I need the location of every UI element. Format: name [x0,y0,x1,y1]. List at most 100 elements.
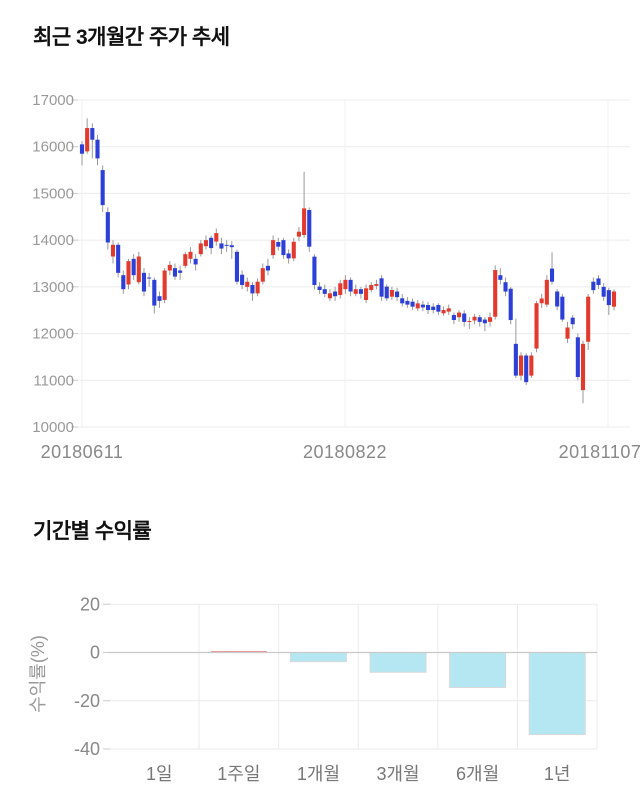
candle-body [178,270,183,273]
candle-body [224,244,229,246]
y-tick-label: 12000 [32,326,74,343]
candle-body [539,298,544,304]
y-tick-label: 17000 [32,92,74,109]
candle-body [498,275,503,280]
candle-body [560,296,565,320]
candle-body [384,286,389,299]
x-category-label: 1개월 [297,764,340,784]
candle-body [110,244,116,257]
candle-body [255,281,260,294]
candle-body [172,268,178,277]
candle-body [544,279,549,305]
candle-body [147,277,152,279]
candle-body [214,233,219,242]
candle-body [606,290,611,306]
candle-body [467,320,472,322]
x-category-label: 1일 [146,764,173,784]
candle-body [596,278,601,285]
y-tick-label: 15000 [32,185,74,202]
x-category-label: 1년 [544,764,571,784]
y-tick-label: 20 [80,594,100,614]
candle-body [245,281,250,287]
candle-body [131,258,136,276]
candle-body [100,170,105,206]
candle-body [141,272,147,292]
candle-body [183,254,188,266]
x-date-label: 20181107 [559,442,640,462]
candle-body [591,281,596,291]
candle-body [276,242,281,247]
candle-body [493,270,498,317]
candle-body [152,279,157,306]
return-bar [369,652,427,673]
candle-body [379,278,384,297]
candle-body [503,282,508,292]
candle-body [333,291,338,297]
y-tick-label: 11000 [33,372,74,389]
candle-body [307,210,312,247]
candle-body [162,270,167,300]
candle-body [400,298,405,304]
candle-body [570,317,575,325]
y-tick-label: 10000 [32,419,74,436]
price-chart-title: 최근 3개월간 주가 추세 [33,26,230,49]
candle-body [188,251,193,259]
candle-body [518,355,524,376]
candle-body [317,286,322,290]
candle-body [601,286,606,297]
candle-body [157,296,162,301]
candle-body [415,303,420,309]
candle-body [90,128,95,140]
candle-body [446,308,451,312]
candle-body [136,256,141,283]
candle-body [508,288,513,321]
candle-body [477,317,482,322]
candle-body [555,291,560,307]
candle-body [286,253,291,259]
candle-body [260,268,265,282]
x-category-label: 6개월 [456,764,499,784]
candle-body [482,319,487,324]
y-axis-label: 수익률(%) [28,635,48,713]
candle-body [343,279,348,290]
candle-body [291,241,296,259]
x-date-label: 20180822 [303,442,387,462]
candle-body [405,300,410,305]
candle-body [549,268,555,282]
return-bar [289,652,347,663]
candle-body [524,355,529,383]
candle-body [462,313,467,322]
y-tick-label: -20 [74,691,100,711]
x-category-label: 1주일 [217,764,260,784]
candle-body [353,289,358,294]
returns-bar-chart: 20 0 -20 -40 1일 1주일 1개월 3개월 6개월 1년 수익률(%) [28,594,598,784]
candle-body [167,264,172,271]
price-candlestick-chart: 17000 16000 15000 14000 13000 12000 11000 10000… [32,92,640,462]
candle-body [85,128,90,152]
y-tick-label: 14000 [32,232,74,249]
candle-body [229,245,234,248]
candle-body [513,343,518,376]
candle-body [565,327,570,339]
candle-body [534,303,539,349]
candle-body [395,291,400,298]
candle-body [451,315,456,321]
y-tick-label: -40 [74,739,100,759]
candle-body [575,337,580,378]
x-category-label: 3개월 [376,764,419,784]
candle-body [250,284,255,294]
candle-body [219,243,224,249]
candle-body [348,279,353,292]
candle-body [95,139,100,159]
candle-body [198,243,203,255]
candle-body [240,274,245,285]
candle-body [271,240,276,256]
candle-body [586,296,591,342]
y-tick-label: 13000 [32,279,74,296]
candle-body [472,316,477,321]
candle-body [281,240,286,256]
candle-body [193,258,198,265]
candle-body [203,240,209,247]
candle-body [79,144,85,154]
